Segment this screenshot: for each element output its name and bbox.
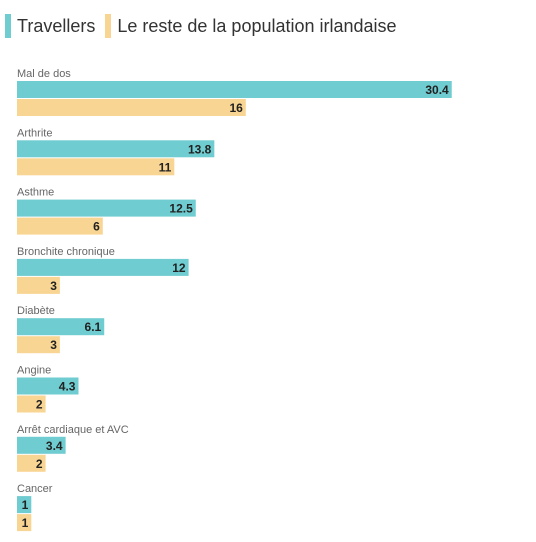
bar-reste-population-arret-cardiaque-et-avc bbox=[17, 454, 46, 472]
value-label-reste-population-arret-cardiaque-et-avc: 2 bbox=[36, 457, 43, 471]
bar-group-angine: Angine 4.3 2 bbox=[17, 365, 79, 413]
bar-travellers-arthrite bbox=[17, 140, 215, 158]
bar-travellers-bronchite-chronique bbox=[17, 258, 189, 276]
bar-reste-population-asthme bbox=[17, 217, 103, 235]
legend-item-reste-population: Le reste de la population irlandaise bbox=[105, 14, 397, 38]
bar-travellers-asthme bbox=[17, 199, 196, 217]
value-label-travellers-mal-de-dos: 30.4 bbox=[425, 83, 449, 97]
bar-reste-population-angine bbox=[17, 395, 46, 413]
bar-travellers-cancer bbox=[17, 496, 32, 514]
legend-label-travellers: Travellers bbox=[17, 15, 96, 36]
value-label-travellers-arret-cardiaque-et-avc: 3.4 bbox=[46, 439, 63, 453]
bar-travellers-diabete bbox=[17, 318, 105, 336]
value-label-reste-population-angine: 2 bbox=[36, 398, 43, 412]
category-label-asthme: Asthme bbox=[17, 187, 54, 199]
value-label-reste-population-arthrite: 11 bbox=[159, 160, 172, 174]
legend-swatch-travellers bbox=[5, 14, 11, 38]
bar-travellers-arret-cardiaque-et-avc bbox=[17, 436, 66, 454]
category-label-diabete: Diabète bbox=[17, 305, 55, 317]
category-label-bronchite-chronique: Bronchite chronique bbox=[17, 246, 115, 258]
value-label-travellers-angine: 4.3 bbox=[59, 380, 76, 394]
value-label-travellers-bronchite-chronique: 12 bbox=[172, 261, 186, 275]
bar-group-cancer: Cancer 1 1 bbox=[17, 483, 53, 532]
legend-label-reste-population: Le reste de la population irlandaise bbox=[117, 15, 397, 36]
value-label-reste-population-cancer: 1 bbox=[22, 516, 29, 530]
bar-reste-population-arthrite bbox=[17, 158, 175, 176]
value-label-reste-population-asthme: 6 bbox=[93, 220, 100, 234]
bar-group-bronchite-chronique: Bronchite chronique 12 3 bbox=[17, 246, 189, 294]
value-label-travellers-diabete: 6.1 bbox=[85, 320, 102, 334]
legend-item-travellers: Travellers bbox=[5, 14, 95, 38]
value-label-reste-population-diabete: 3 bbox=[50, 338, 57, 352]
category-label-angine: Angine bbox=[17, 365, 51, 377]
bar-reste-population-bronchite-chronique bbox=[17, 276, 60, 294]
bar-group-mal-de-dos: Mal de dos 30.4 16 bbox=[17, 68, 452, 116]
bar-group-diabete: Diabète 6.1 3 bbox=[17, 305, 105, 354]
category-label-mal-de-dos: Mal de dos bbox=[17, 68, 71, 80]
value-label-reste-population-bronchite-chronique: 3 bbox=[50, 279, 57, 293]
bar-group-arret-cardiaque-et-avc: Arrêt cardiaque et AVC 3.42 bbox=[17, 424, 129, 472]
bar-reste-population-cancer bbox=[17, 514, 32, 532]
bar-reste-population-mal-de-dos bbox=[17, 99, 246, 116]
legend-swatch-reste-population bbox=[105, 14, 112, 38]
value-label-travellers-arthrite: 13.8 bbox=[188, 142, 212, 156]
value-label-reste-population-mal-de-dos: 16 bbox=[229, 101, 243, 115]
chart-legend: Travellers Le reste de la population irl… bbox=[5, 12, 407, 40]
value-label-travellers-asthme: 12.5 bbox=[169, 202, 193, 216]
category-label-cancer: Cancer bbox=[17, 483, 53, 495]
bar-travellers-angine bbox=[17, 377, 79, 395]
bar-reste-population-diabete bbox=[17, 336, 60, 354]
value-label-travellers-cancer: 1 bbox=[22, 498, 29, 512]
category-label-arthrite: Arthrite bbox=[17, 127, 52, 139]
bar-group-arthrite: Arthrite 13.8 11 bbox=[17, 127, 215, 176]
category-label-arret-cardiaque-et-avc: Arrêt cardiaque et AVC bbox=[17, 424, 129, 436]
bar-group-asthme: Asthme 12.5 6 bbox=[17, 187, 196, 235]
bar-travellers-mal-de-dos bbox=[17, 81, 452, 98]
